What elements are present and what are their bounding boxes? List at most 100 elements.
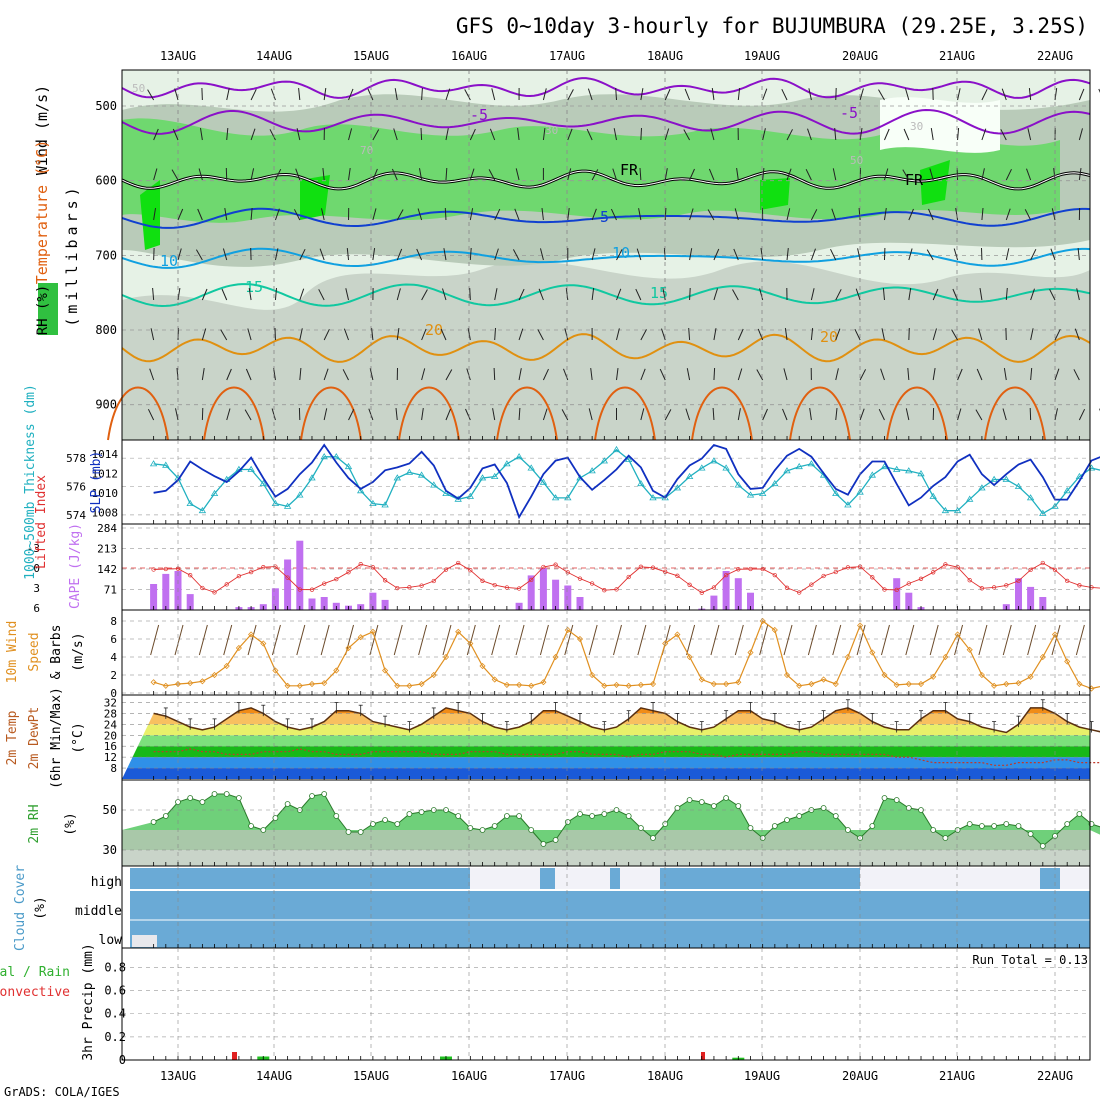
upper-wind-barb [710, 128, 715, 141]
cape-bar [308, 598, 316, 610]
surface-wind-barb [905, 624, 915, 656]
thickness-point [405, 468, 414, 475]
upper-wind-barb [323, 368, 329, 381]
upper-wind-barb [737, 368, 743, 381]
date-label-top: 13AUG [160, 49, 196, 63]
upper-wind-barb [445, 128, 449, 141]
wind-speed-point [564, 626, 571, 634]
lifted-point [870, 575, 875, 580]
wind-speed-point [174, 680, 182, 688]
upper-wind-barb [150, 328, 155, 341]
upper-wind-barb [1054, 408, 1058, 421]
slp-line [153, 443, 1100, 520]
upper-wind-barb [348, 168, 351, 181]
date-label-top: 14AUG [256, 49, 292, 63]
upper-wind-barb [664, 409, 672, 421]
thickness-point [965, 495, 974, 502]
upper-wind-barb [153, 208, 156, 221]
upper-wind-barb [638, 208, 642, 221]
rh-point [564, 819, 571, 825]
thickness-tick-label: 576 [66, 481, 86, 494]
thickness-point [369, 499, 377, 506]
wind-speed-point [783, 671, 791, 679]
legend-rh-swatch [38, 283, 58, 335]
upper-wind-barb [737, 328, 744, 341]
rh-point [1003, 821, 1010, 827]
upper-wind-barb [635, 288, 642, 301]
upper-wind-barb [488, 169, 496, 181]
wind-speed-point [382, 667, 389, 674]
upper-wind-barb [248, 288, 252, 301]
upper-wind-barb [733, 248, 739, 261]
upper-wind-barb [762, 128, 766, 141]
upper-wind-barb [417, 208, 423, 221]
surface-wind-barb [759, 624, 769, 656]
upper-wind-barb [616, 368, 619, 381]
upper-wind-barb [615, 87, 617, 101]
upper-wind-barb [590, 368, 593, 381]
pressure-tick-label: 800 [95, 323, 117, 337]
freezing-level-inner [121, 170, 1091, 190]
upper-wind-barb [298, 88, 301, 101]
upper-wind-barb [1077, 248, 1080, 261]
rh-point [784, 817, 790, 823]
upper-wind-barb [857, 248, 861, 261]
upper-wind-barb [466, 368, 471, 381]
surface-wind-barb [271, 624, 281, 656]
upper-wind-barb [1024, 209, 1032, 221]
upper-wind-barb [269, 129, 276, 141]
surface-wind-barb [637, 624, 647, 656]
upper-wind-barb [226, 127, 229, 141]
date-label-bottom: 20AUG [842, 1069, 878, 1083]
contour-label: 20 [820, 328, 838, 346]
upper-wind-barb [293, 209, 301, 221]
upper-wind-barb [784, 328, 788, 341]
temp-band [122, 746, 1090, 758]
upper-wind-barb [981, 128, 987, 141]
contour-label: -5 [840, 104, 858, 122]
upper-wind-barb [737, 88, 741, 101]
thickness-point [612, 445, 621, 453]
cloud-level-label: low [99, 933, 123, 948]
upper-wind-barb [323, 408, 328, 421]
upper-wind-barb [1073, 369, 1080, 381]
upper-wind-barb [712, 407, 715, 421]
lifted-point [334, 576, 339, 582]
lifted-point [443, 567, 449, 572]
rh-point [625, 813, 632, 819]
upper-wind-barb [661, 328, 666, 341]
cape-tick-label: 284 [97, 522, 117, 535]
date-label-bottom: 13AUG [160, 1069, 196, 1083]
lifted-point [1028, 567, 1033, 573]
upper-wind-barb [369, 368, 374, 381]
contour-label: 15 [650, 284, 668, 302]
contour-label: 15 [245, 278, 263, 296]
upper-wind-barb [713, 367, 716, 381]
cape-bar [539, 568, 547, 610]
wind-tick-label: 0 [110, 687, 117, 700]
upper-wind-barb [689, 287, 691, 301]
rh-band-below-30 [122, 850, 1090, 866]
surface-wind-barb [880, 624, 890, 656]
cape-bar [564, 585, 572, 610]
upper-wind-barb [1001, 88, 1007, 101]
surface-wind-barb [613, 624, 622, 656]
upper-wind-barb [734, 208, 739, 221]
wind-speed-point [235, 644, 242, 652]
lifted-point [285, 575, 290, 580]
rh-point [187, 795, 194, 801]
rh-point [223, 791, 230, 797]
surface-wind-barb [734, 624, 744, 656]
cloud-high-gap [470, 868, 540, 890]
upper-wind-barb [492, 408, 496, 421]
upper-wind-barb [1078, 88, 1085, 101]
upper-wind-barb [881, 328, 885, 341]
upper-wind-barb [588, 408, 593, 421]
rh-point [479, 827, 486, 833]
lifted-point [784, 585, 790, 590]
thickness-point [210, 489, 219, 496]
wind-tick-label: 6 [110, 633, 117, 646]
lifted-point [589, 581, 595, 586]
contour-label: 10 [612, 244, 630, 262]
precip-label-total: Total / Rain [0, 965, 70, 980]
